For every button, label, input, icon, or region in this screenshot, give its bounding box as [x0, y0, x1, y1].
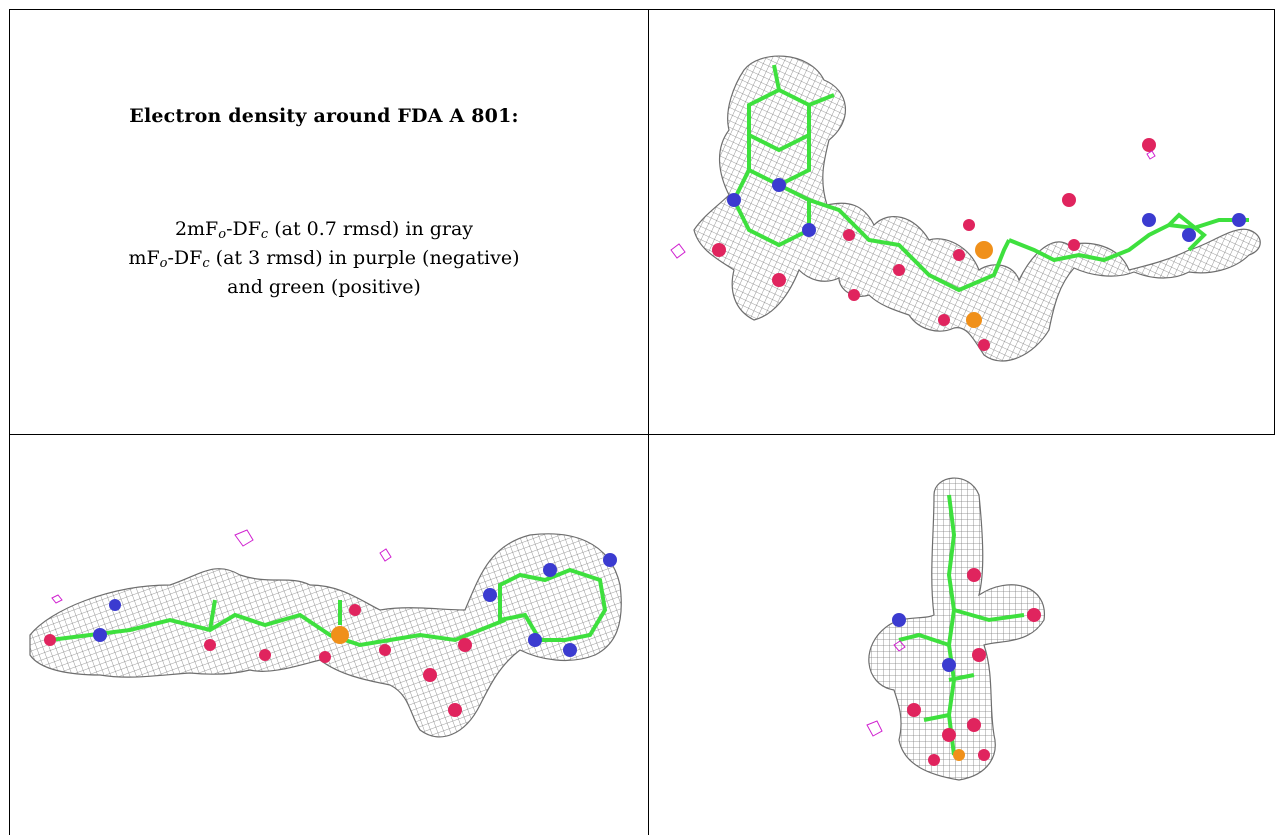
oxygen-atom [928, 754, 940, 766]
density-view-top [649, 10, 1274, 434]
nitrogen-atom [942, 658, 956, 672]
legend-1-sub-c: c [260, 227, 269, 242]
density-image-3 [866, 477, 1045, 781]
oxygen-atom [319, 651, 331, 663]
legend-cell: Electron density around FDA A 801: 2mFo-… [10, 10, 648, 434]
oxygen-atom [1068, 239, 1080, 251]
oxygen-atom [349, 604, 361, 616]
density-view-end [649, 435, 1275, 835]
nitrogen-atom [802, 223, 816, 237]
mesh-cloud [693, 55, 1261, 362]
legend-line-2: mFo-DFc (at 3 rmsd) in purple (negative) [10, 244, 648, 273]
oxygen-atom [44, 634, 56, 646]
oxygen-atom [379, 644, 391, 656]
nitrogen-atom [109, 599, 121, 611]
nitrogen-atom [1142, 213, 1156, 227]
oxygen-atom [953, 249, 965, 261]
oxygen-atom [1027, 608, 1041, 622]
oxygen-atom [259, 649, 271, 661]
phosphorus-atom [953, 749, 965, 761]
nitrogen-atom [727, 193, 741, 207]
nitrogen-atom [93, 628, 107, 642]
phosphorus-atom [975, 241, 993, 259]
oxygen-atom [942, 728, 956, 742]
oxygen-atom [967, 718, 981, 732]
nitrogen-atom [892, 613, 906, 627]
legend-line-3: and green (positive) [227, 276, 421, 298]
atoms [712, 138, 1246, 351]
border-top [9, 9, 1275, 10]
nitrogen-atom [772, 178, 786, 192]
density-view-side [10, 435, 648, 835]
negative-density [866, 640, 906, 737]
nitrogen-atom [1232, 213, 1246, 227]
nitrogen-atom [563, 643, 577, 657]
legend-1a: 2mF [174, 218, 219, 240]
bonds [49, 567, 608, 648]
phosphorus-atom [966, 312, 982, 328]
negative-density [670, 150, 1156, 259]
oxygen-atom [963, 219, 975, 231]
oxygen-atom [938, 314, 950, 326]
oxygen-atom [1062, 193, 1076, 207]
phosphorus-atom [331, 626, 349, 644]
oxygen-atom [1142, 138, 1156, 152]
nitrogen-atom [603, 553, 617, 567]
legend-line-1: 2mFo-DFc (at 0.7 rmsd) in gray [10, 215, 648, 244]
border-left [9, 9, 10, 835]
nitrogen-atom [1182, 228, 1196, 242]
density-image-1 [670, 55, 1261, 362]
oxygen-atom [423, 668, 437, 682]
density-image-2 [29, 529, 622, 738]
oxygen-atom [972, 648, 986, 662]
oxygen-atom [848, 289, 860, 301]
negative-density [51, 529, 392, 604]
legend-text: 2mFo-DFc (at 0.7 rmsd) in gray mFo-DFc (… [10, 215, 648, 302]
oxygen-atom [458, 638, 472, 652]
legend-2a: mF [128, 247, 160, 269]
border-middle [648, 9, 649, 835]
oxygen-atom [204, 639, 216, 651]
legend-1c: (at 0.7 rmsd) in gray [268, 218, 474, 240]
border-mid [9, 434, 1275, 435]
atoms [44, 553, 617, 717]
legend-2-sub-c: c [202, 256, 210, 271]
oxygen-atom [978, 749, 990, 761]
figure-title: Electron density around FDA A 801: [129, 105, 519, 127]
nitrogen-atom [543, 563, 557, 577]
nitrogen-atom [483, 588, 497, 602]
oxygen-atom [843, 229, 855, 241]
bonds [898, 494, 1025, 756]
oxygen-atom [772, 273, 786, 287]
oxygen-atom [712, 243, 726, 257]
oxygen-atom [978, 339, 990, 351]
oxygen-atom [448, 703, 462, 717]
legend-2-sub-o: o [159, 256, 168, 271]
legend-1-sub-o: o [218, 227, 227, 242]
oxygen-atom [967, 568, 981, 582]
atoms [892, 568, 1041, 766]
legend-1b: -DF [226, 218, 261, 240]
legend-2c: (at 3 rmsd) in purple (negative) [209, 247, 520, 269]
nitrogen-atom [528, 633, 542, 647]
oxygen-atom [893, 264, 905, 276]
oxygen-atom [907, 703, 921, 717]
legend-2b: -DF [167, 247, 203, 269]
